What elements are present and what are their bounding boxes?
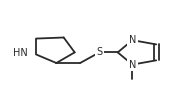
Text: N: N	[129, 60, 136, 70]
Text: HN: HN	[13, 48, 28, 58]
Text: S: S	[96, 47, 102, 57]
Text: N: N	[129, 35, 136, 45]
